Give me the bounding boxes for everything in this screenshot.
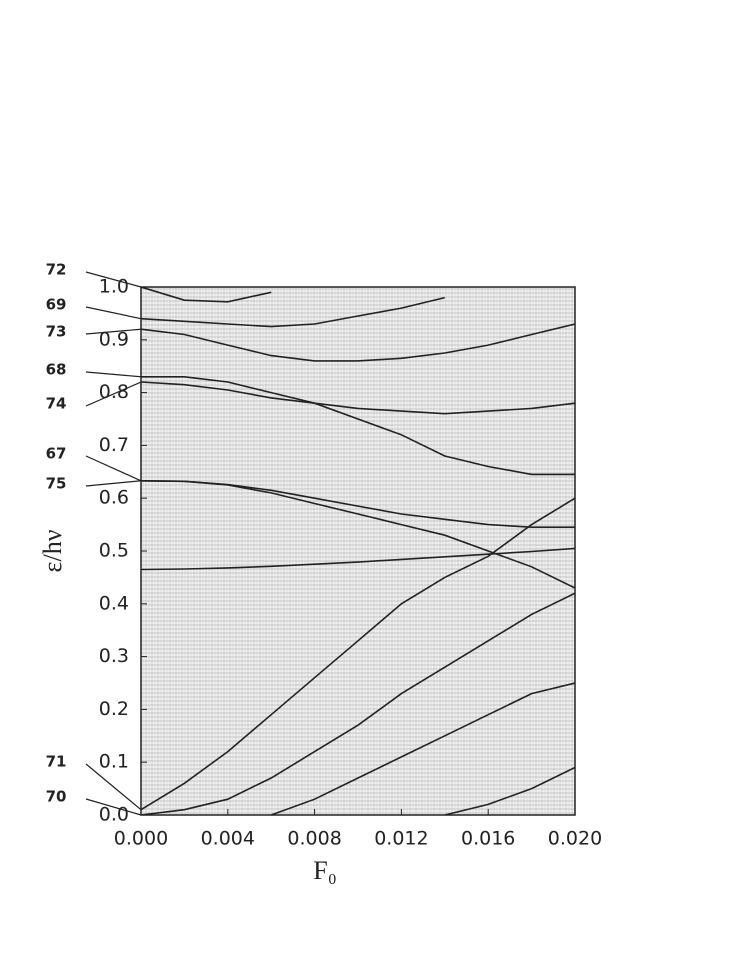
y-tick-label: 0.6 — [99, 487, 129, 509]
curve — [141, 547, 575, 571]
label-leader — [85, 371, 142, 378]
curve-label: 74 — [46, 395, 67, 413]
x-tick-label: 0.020 — [548, 828, 602, 850]
label-leader — [85, 455, 142, 482]
y-tick-label: 0.5 — [99, 540, 129, 562]
x-tick-label: 0.000 — [114, 828, 168, 850]
curve-label: 73 — [46, 323, 67, 341]
curve — [141, 592, 575, 815]
curve-label: 68 — [46, 361, 67, 379]
curve — [141, 296, 445, 328]
x-tick-label: 0.008 — [287, 828, 341, 850]
plot-area — [140, 286, 576, 816]
label-leader — [85, 480, 142, 487]
curve-label: 70 — [46, 788, 67, 806]
curve — [141, 480, 575, 589]
x-tick-label: 0.016 — [461, 828, 515, 850]
curve — [141, 323, 575, 362]
curve-label: 71 — [46, 753, 67, 771]
curve-label: 67 — [46, 445, 67, 463]
x-tick-label: 0.004 — [201, 828, 255, 850]
y-tick-label: 0.7 — [99, 434, 129, 456]
y-tick-label: 0.9 — [99, 328, 129, 350]
curve — [141, 497, 575, 811]
label-leader — [85, 381, 142, 407]
x-axis-title: F₀ — [313, 856, 337, 885]
label-leader — [85, 763, 142, 811]
x-tick-label: 0.012 — [374, 828, 428, 850]
y-tick-label: 1.0 — [99, 276, 129, 298]
y-tick-label: 0.1 — [99, 751, 129, 773]
curve — [141, 381, 575, 415]
curve-label: 72 — [46, 261, 67, 279]
label-leader — [85, 798, 142, 816]
label-leader — [85, 328, 142, 335]
curve — [444, 766, 575, 815]
y-tick-label: 0.2 — [99, 698, 129, 720]
y-tick-label: 0.4 — [99, 592, 129, 614]
label-leader — [85, 271, 142, 288]
y-tick-label: 0.3 — [99, 645, 129, 667]
label-leader — [85, 306, 142, 320]
y-tick-label: 0.8 — [99, 381, 129, 403]
curve — [141, 287, 272, 303]
curve-label: 69 — [46, 296, 67, 314]
curves — [141, 287, 575, 815]
curve-label: 75 — [46, 475, 67, 493]
curve — [270, 682, 575, 815]
curve — [141, 376, 575, 476]
y-axis-title: ε/hν — [38, 529, 67, 572]
